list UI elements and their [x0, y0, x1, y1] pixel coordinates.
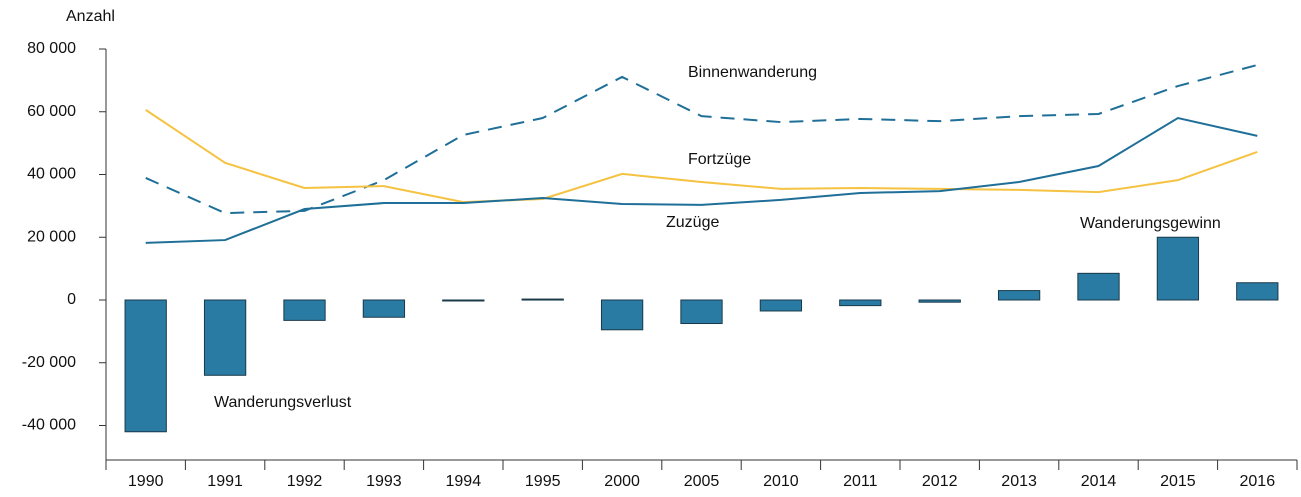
x-tick-label: 2014 [1081, 473, 1117, 490]
x-tick-label: 1992 [287, 473, 323, 490]
annotation: Wanderungsgewinn [1080, 215, 1221, 232]
x-tick-label: 1990 [128, 473, 164, 490]
y-tick-label: -40 000 [22, 417, 76, 434]
annotation: Wanderungsverlust [214, 394, 352, 411]
bar [759, 299, 803, 312]
series-label: Binnenwanderung [688, 64, 817, 81]
x-tick-label: 1994 [446, 473, 482, 490]
y-tick-label: 0 [67, 291, 76, 308]
line [145, 109, 1258, 204]
bar [1077, 272, 1120, 301]
bar [362, 299, 406, 318]
bar [283, 299, 326, 321]
y-tick-label: 60 000 [27, 103, 76, 120]
bar [203, 299, 247, 376]
x-tick-label: 1991 [207, 473, 243, 490]
x-tick-label: 2016 [1240, 473, 1276, 490]
bar [918, 299, 961, 303]
bar [521, 298, 564, 301]
bar [1156, 236, 1200, 301]
line [145, 116, 1258, 244]
bar [600, 299, 644, 331]
line [145, 64, 1258, 215]
y-tick-label: 20 000 [27, 228, 76, 245]
bar [1236, 282, 1279, 301]
x-tick-label: 2010 [763, 473, 799, 490]
y-tick-label: -20 000 [22, 354, 76, 371]
y-tick-label: 40 000 [27, 166, 76, 183]
bar [442, 299, 485, 302]
x-tick-label: 2005 [684, 473, 720, 490]
y-tick-label: 80 000 [27, 40, 76, 57]
bar [124, 299, 167, 433]
x-tick-label: 2011 [843, 473, 878, 490]
y-axis-label: Anzahl [66, 8, 115, 25]
x-tick-label: 2013 [1001, 473, 1037, 490]
bar [997, 290, 1041, 301]
x-tick-label: 1995 [525, 473, 561, 490]
bar [680, 299, 723, 325]
x-tick-label: 2015 [1160, 473, 1196, 490]
series-label: Fortzüge [688, 151, 751, 168]
x-tick-label: 2000 [604, 473, 640, 490]
series-label: Zuzüge [666, 214, 719, 231]
x-tick-label: 1993 [366, 473, 402, 490]
x-tick-label: 2012 [922, 473, 958, 490]
bar [839, 299, 882, 307]
